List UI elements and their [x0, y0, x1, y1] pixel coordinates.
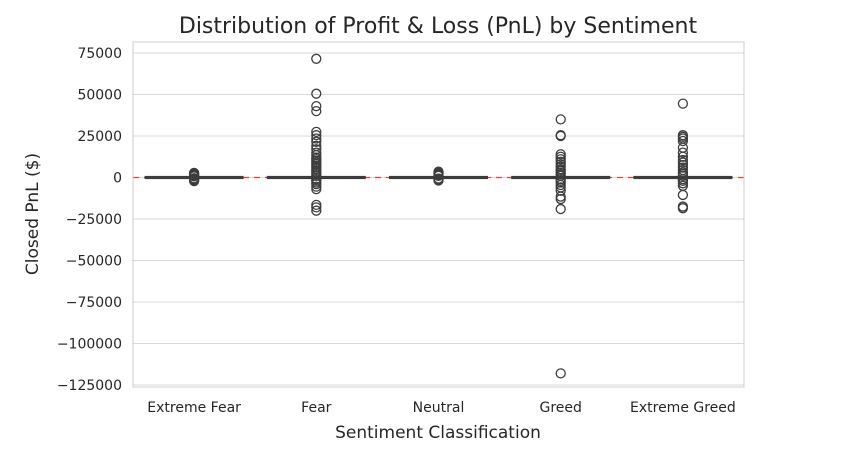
x-tick-label: Extreme Greed	[630, 400, 736, 416]
y-tick-labels: 75000 50000 25000 0 −25000 −50000 −75000 −10000…	[57, 46, 122, 394]
y-tick-label: 50000	[77, 88, 122, 104]
outlier-point	[677, 170, 689, 181]
x-tick-label: Neutral	[413, 400, 465, 416]
outlier-point	[555, 185, 566, 196]
outlier-point	[677, 189, 689, 201]
outlier-point	[555, 114, 566, 125]
x-tick-labels: Extreme Fear Fear Neutral Greed Extreme Gree…	[147, 400, 736, 416]
outlier-point	[433, 170, 444, 181]
y-tick-label: −100000	[57, 337, 122, 353]
outlier-point	[311, 144, 322, 155]
y-tick-label: −50000	[66, 254, 122, 270]
y-axis-label: Closed PnL ($)	[23, 153, 43, 275]
y-tick-label: −25000	[66, 212, 122, 228]
chart-title: Distribution of Profit & Loss (PnL) by S…	[179, 14, 698, 39]
outlier-point	[311, 126, 322, 138]
x-tick-label: Fear	[301, 400, 331, 416]
outlier-point	[311, 205, 322, 216]
outlier-point	[677, 98, 689, 109]
y-tick-label: 25000	[77, 129, 122, 145]
outlier-point	[311, 100, 322, 112]
outlier-point	[677, 151, 689, 162]
outlier-point	[555, 203, 566, 215]
box-series	[144, 53, 733, 379]
outlier-point	[433, 175, 444, 186]
outlier-point	[311, 105, 322, 117]
outlier-point	[677, 135, 689, 147]
grid-lines	[133, 52, 744, 386]
outlier-point	[311, 136, 322, 147]
outlier-point	[311, 130, 322, 141]
outlier-point	[311, 53, 322, 64]
y-tick-label: −125000	[57, 378, 122, 394]
outlier-point	[311, 133, 322, 144]
y-tick-label: 0	[113, 171, 122, 187]
outlier-point	[311, 202, 322, 213]
outlier-point	[677, 147, 689, 158]
outlier-point	[311, 183, 322, 195]
y-tick-label: −75000	[66, 295, 122, 311]
x-axis-label: Sentiment Classification	[335, 423, 541, 443]
y-tick-label: 75000	[77, 46, 122, 62]
outlier-point	[311, 88, 322, 99]
outlier-point	[311, 170, 322, 181]
x-tick-label: Greed	[539, 400, 581, 416]
x-tick-label: Extreme Fear	[147, 400, 241, 416]
outlier-point	[677, 203, 689, 214]
outlier-point	[188, 176, 200, 187]
outlier-point	[555, 368, 566, 379]
plot-frame	[132, 41, 745, 388]
outlier-point	[555, 130, 566, 142]
outlier-point	[555, 193, 566, 205]
